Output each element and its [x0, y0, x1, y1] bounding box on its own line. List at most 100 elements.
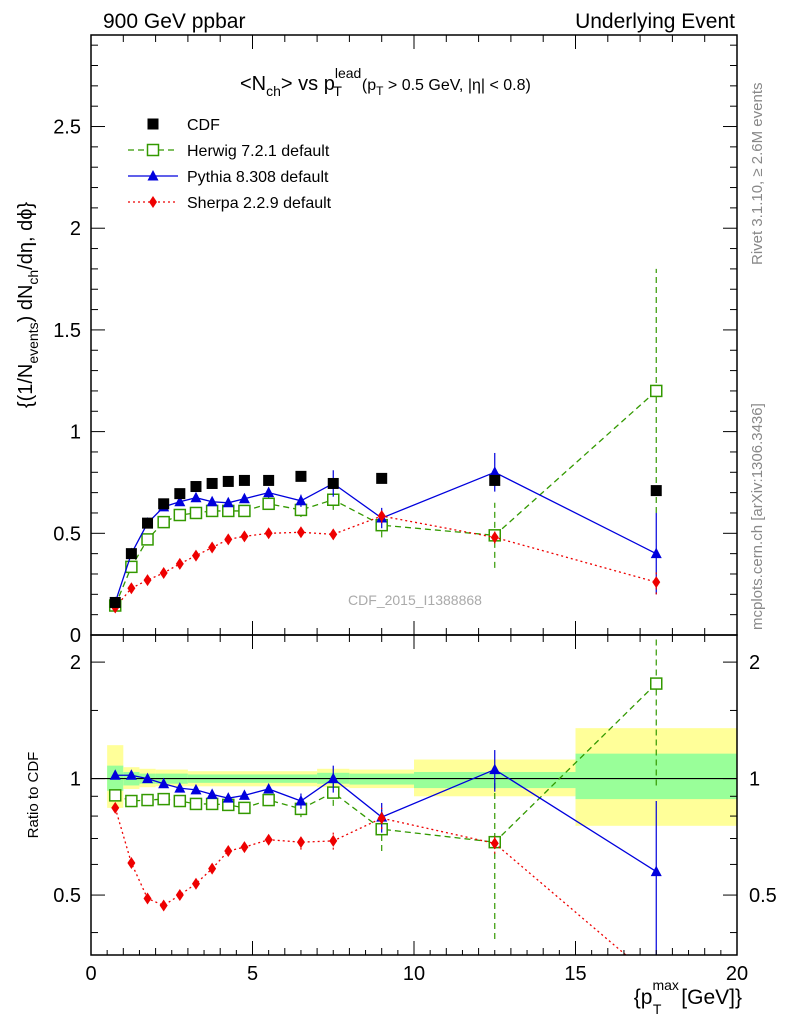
main-herwig-point	[205, 504, 219, 518]
ylabel-p3: /dη, dϕ}	[15, 202, 37, 270]
ratio-pythia-point	[295, 795, 307, 806]
ratio-herwig-point	[189, 797, 203, 811]
ratio-ytick-label: 1	[70, 769, 81, 791]
main-ytick-label: 2.5	[53, 117, 81, 139]
main-cdf-point	[650, 485, 662, 497]
main-herwig-point	[238, 504, 251, 518]
ratio-herwig-point	[205, 797, 219, 811]
main-pythia-point	[206, 495, 218, 507]
main-sherpa-point	[490, 531, 499, 544]
title-cut-sub: T	[376, 84, 384, 98]
main-sherpa-point	[296, 526, 305, 539]
ratio-pythia-point	[174, 782, 186, 793]
main-herwig-point	[141, 533, 154, 546]
main-cdf-point	[376, 472, 388, 484]
ratio-pythia-point	[263, 782, 275, 794]
title-cut-open: (p	[362, 77, 376, 94]
main-cdf-point	[327, 477, 339, 489]
legend-label: Sherpa 2.2.9 default	[187, 195, 332, 212]
ratio-marks	[91, 635, 737, 955]
ratio-pythia-series	[109, 750, 662, 955]
xtick-label: 0	[85, 963, 96, 985]
ratio-pythia-point	[650, 865, 662, 877]
legend-label: Herwig 7.2.1 default	[187, 143, 330, 160]
ratio-sherpa-point	[329, 834, 338, 847]
xlabel: {pmax T [GeV]}	[634, 977, 742, 1017]
legend-marker	[149, 196, 157, 208]
main-cdf-point	[174, 488, 186, 500]
ratio-ytick-label-right: 2	[749, 652, 760, 674]
xtick-label: 5	[247, 963, 258, 985]
main-ytick-label: 1.5	[53, 320, 81, 342]
xlabel-sup: max	[652, 977, 678, 993]
rivet-label: Rivet 3.1.10, ≥ 2.6M events	[749, 83, 766, 266]
main-herwig-point	[157, 515, 170, 529]
main-herwig-point	[262, 497, 275, 511]
xlabel-p1: {p	[634, 986, 653, 1009]
ratio-pythia-point	[327, 772, 339, 784]
ratio-herwig-point	[157, 792, 170, 806]
main-cdf-point	[238, 474, 250, 486]
main-herwig-point	[125, 560, 138, 574]
ratio-ytick-label-right: 0.5	[749, 885, 777, 907]
main-sherpa-point	[191, 549, 200, 562]
title-main-sub: ch	[266, 83, 281, 99]
main-sherpa-point	[127, 582, 136, 595]
main-ylabel: {(1/Nevents) dNch/dη, dϕ}	[15, 202, 41, 409]
ylabel-s1: events	[25, 322, 41, 363]
main-pythia-point	[489, 466, 501, 477]
title-main-sup: lead	[335, 65, 361, 81]
header-right: Underlying Event	[575, 10, 735, 33]
main-panel: 00.511.522.5 <Nch> vs plead T (pT > 0.5 Ge…	[15, 34, 738, 647]
ratio-pythia-point	[158, 777, 170, 789]
main-sherpa-point	[159, 566, 168, 579]
legend-marker	[147, 170, 159, 181]
main-cdf-point	[158, 498, 170, 510]
ratio-sherpa-line	[114, 807, 627, 955]
main-pythia-point	[190, 491, 202, 503]
main-pythia-point	[222, 496, 234, 508]
ratio-panel: 0 5 10 15 20 0.5 0.5 1 1 2 2 Ratio to CDF	[25, 634, 777, 985]
ratio-pythia-point	[109, 769, 121, 780]
ratio-sherpa-point	[240, 841, 249, 854]
main-sherpa-point	[329, 528, 338, 541]
xlabel-sub: T	[653, 1001, 662, 1017]
main-cdf-point	[125, 548, 137, 560]
main-ytick-label: 0.5	[53, 523, 81, 545]
ratio-herwig-point	[108, 789, 122, 802]
ratio-sherpa-point	[377, 812, 386, 825]
main-cdf-point	[109, 596, 121, 608]
main-sherpa-point	[377, 510, 386, 523]
ratio-sherpa-point	[208, 862, 217, 875]
main-cdf-point	[142, 517, 154, 529]
ratio-herwig-line	[115, 683, 657, 843]
main-cdf-point	[222, 475, 234, 487]
main-herwig-series	[108, 268, 663, 612]
main-sherpa-point	[208, 541, 217, 554]
main-pythia-point	[263, 486, 275, 498]
ratio-ylabel: Ratio to CDF	[25, 752, 42, 839]
main-pythia-point	[295, 494, 307, 506]
ratio-pythia-point	[206, 788, 218, 799]
main-pythia-point	[174, 495, 186, 507]
main-herwig-point	[189, 506, 203, 520]
main-cdf-point	[190, 481, 202, 493]
main-cdf-point	[489, 474, 501, 486]
ratio-herwig-point	[650, 677, 663, 690]
ratio-sherpa-point	[191, 877, 200, 890]
ylabel-p2: ) dN	[15, 285, 37, 323]
ratio-sherpa-point	[264, 833, 273, 846]
main-cdf-point	[263, 474, 275, 486]
ratio-sherpa-point	[143, 892, 152, 905]
legend-marker	[146, 143, 160, 157]
ylabel-p1: {(1/N	[15, 364, 37, 408]
ratio-pythia-point	[222, 792, 234, 803]
legend-label: Pythia 8.308 default	[187, 169, 329, 186]
ratio-axes: 0 5 10 15 20 0.5 0.5 1 1 2 2	[53, 635, 777, 985]
main-ytick-label: 2	[70, 218, 81, 240]
main-herwig-point	[650, 384, 663, 398]
main-cdf-point	[206, 477, 218, 489]
title-main: <N	[240, 73, 266, 95]
ratio-sherpa-point	[175, 889, 184, 902]
